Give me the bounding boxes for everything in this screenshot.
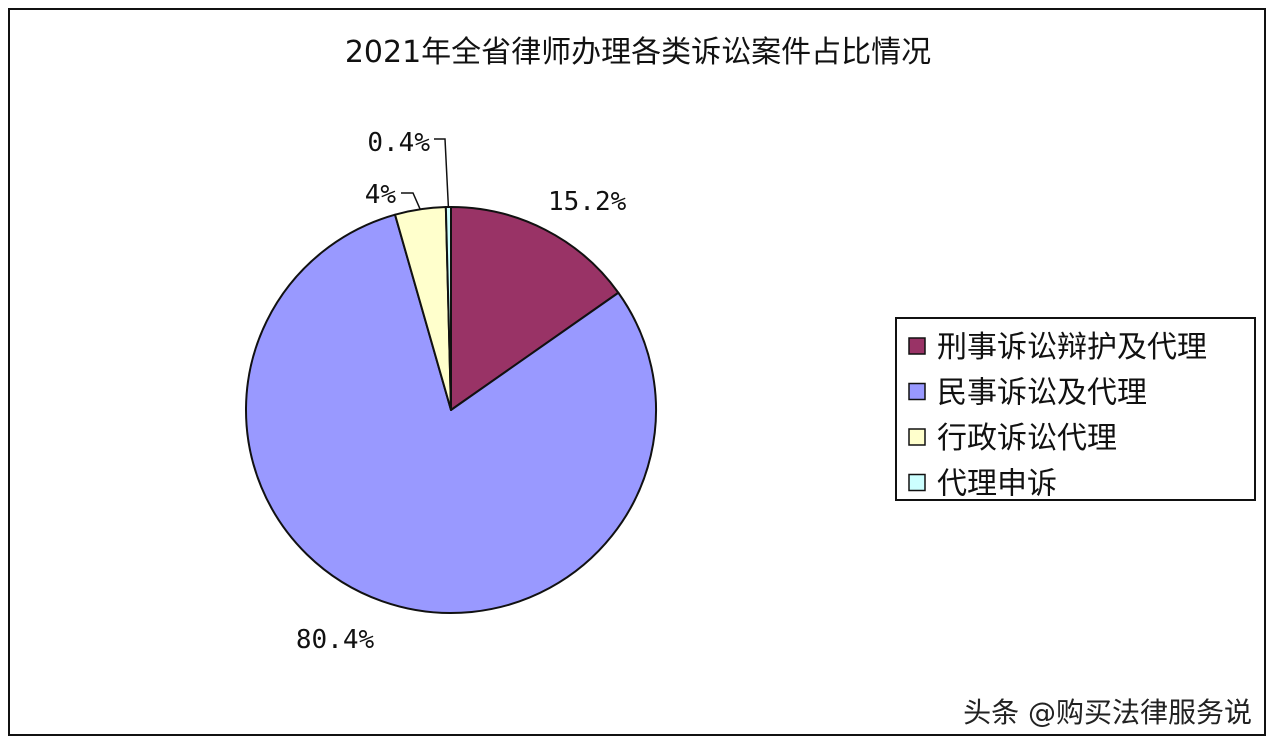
slice-label: 4% (365, 180, 397, 210)
leader-line (401, 192, 421, 210)
chart-title: 2021年全省律师办理各类诉讼案件占比情况 (345, 35, 931, 70)
slice-label: 0.4% (367, 128, 430, 158)
pie-slices (245, 205, 657, 614)
pie-slice (245, 213, 657, 614)
legend-label: 民事诉讼及代理 (937, 376, 1147, 411)
slice-label: 80.4% (296, 625, 375, 655)
pie-slice (450, 206, 620, 411)
pie-slice (444, 205, 452, 411)
legend-swatch (908, 382, 926, 401)
watermark: 头条 @购买法律服务说 (963, 696, 1252, 729)
legend-label: 刑事诉讼辩护及代理 (937, 330, 1207, 365)
legend-swatch (908, 428, 926, 446)
leader-line (434, 138, 450, 208)
legend-swatch (908, 337, 926, 355)
slice-label: 15.2% (548, 187, 627, 217)
legend-label: 代理申诉 (937, 467, 1057, 502)
legend-swatch (908, 473, 926, 492)
slice-labels: 15.2% 80.4% 4% 0.4% (296, 128, 627, 655)
legend-label: 行政诉讼代理 (937, 421, 1117, 456)
legend-box (895, 317, 1256, 501)
